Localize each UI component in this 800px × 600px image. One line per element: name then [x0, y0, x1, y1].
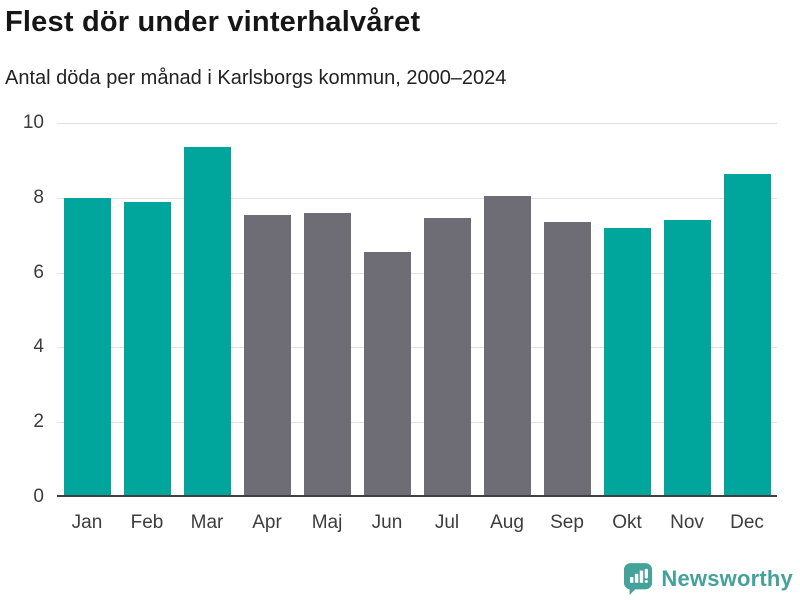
bar-jan — [63, 197, 111, 495]
bar-maj — [303, 212, 351, 495]
x-axis-label-jul: Jul — [434, 512, 460, 533]
bar-dec — [723, 173, 771, 495]
x-axis-line — [57, 495, 777, 497]
bar-jun — [363, 252, 411, 495]
logo-bar-2 — [635, 573, 639, 583]
bar-apr — [243, 214, 291, 495]
y-axis-tick-4: 4 — [33, 336, 44, 358]
y-axis-tick-8: 8 — [33, 186, 44, 208]
x-axis-label-aug: Aug — [490, 512, 524, 533]
bar-sep — [543, 222, 591, 495]
x-axis-label-maj: Maj — [311, 512, 343, 533]
y-axis-tick-6: 6 — [33, 261, 44, 283]
y-gridline-10 — [57, 123, 777, 124]
bar-okt — [603, 227, 651, 495]
brand-name: Newsworthy — [661, 566, 793, 591]
newsworthy-logo-icon — [624, 563, 653, 595]
logo-bar-3 — [640, 570, 644, 583]
x-axis-label-dec: Dec — [730, 512, 764, 533]
x-axis-label-nov: Nov — [670, 512, 704, 533]
y-axis-tick-10: 10 — [22, 112, 44, 133]
logo-bar-1 — [630, 577, 634, 583]
y-gridline-4 — [57, 347, 777, 349]
brand-footer: Newsworthy — [623, 562, 793, 596]
y-gridline-6 — [57, 272, 777, 274]
y-gridline-2 — [57, 422, 777, 424]
chart-subtitle: Antal döda per månad i Karlsborgs kommun… — [5, 67, 507, 89]
x-axis-label-feb: Feb — [130, 512, 164, 533]
plot-area: 0 2 4 6 8 10 Jan Feb Mar Apr Maj Jun Jul Aug Sep Okt Nov… — [23, 112, 777, 533]
y-axis-tick-2: 2 — [33, 411, 44, 433]
x-axis-label-apr: Apr — [252, 512, 282, 533]
x-axis-label-jan: Jan — [71, 512, 103, 533]
x-axis-label-sep: Sep — [550, 512, 584, 533]
y-axis-tick-0: 0 — [33, 486, 44, 507]
chart-title: Flest dör under vinterhalvåret — [5, 6, 421, 38]
x-axis-label-mar: Mar — [190, 512, 224, 533]
logo-exclamation-stem — [645, 568, 649, 579]
bar-feb — [123, 201, 171, 495]
logo-exclamation-dot — [645, 580, 649, 583]
x-axis-label-okt: Okt — [612, 512, 642, 533]
bar-jul — [423, 218, 471, 495]
bar-aug — [483, 195, 531, 495]
y-gridline-8 — [57, 197, 777, 199]
x-axis-label-jun: Jun — [371, 512, 403, 533]
bar-mar — [183, 147, 231, 495]
bar-nov — [663, 220, 711, 495]
